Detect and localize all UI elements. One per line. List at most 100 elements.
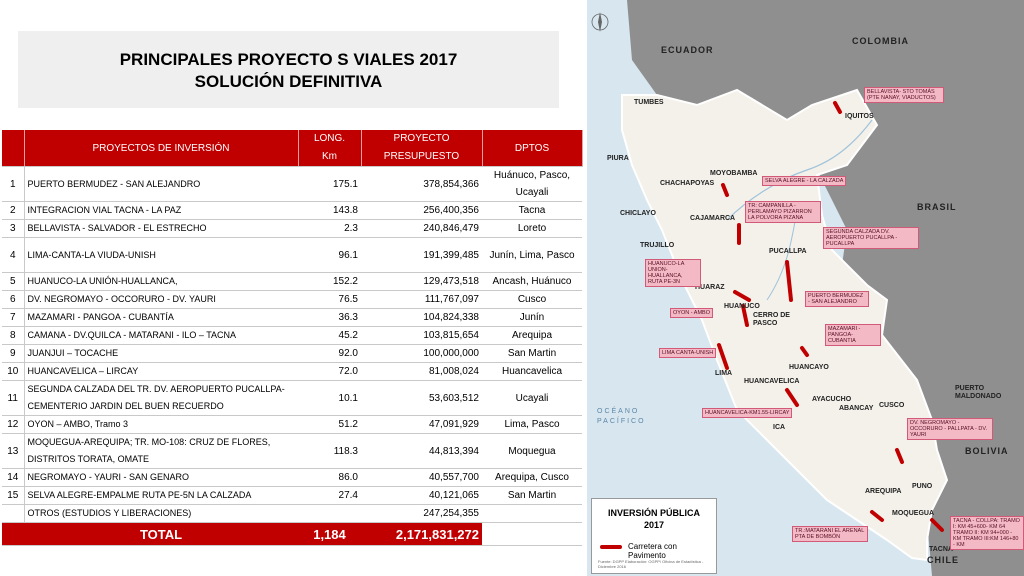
projects-table: PROYECTOS DE INVERSIÓN LONG. Km PROYECTO… [2,130,583,546]
budget: 247,254,355 [361,504,482,523]
road-matarani [870,510,884,522]
road-bellavista [833,101,842,114]
project-name: PUERTO BERMUDEZ - SAN ALEJANDRO [24,166,298,202]
city-cajamarca: CAJAMARCA [690,215,736,222]
header-depts: DPTOS [482,130,583,167]
row-number: 4 [2,237,25,273]
table-row: 15 SELVA ALEGRE-EMPALME RUTA PE-5N LA CAL… [2,486,582,505]
page-title: PRINCIPALES PROYECTO S VIALES 2017 SOLUC… [18,49,559,93]
table-row: 9 JUANJUI – TOCACHE 92.0 100,000,000 San Mar… [2,344,582,363]
road-huancavelica [785,388,799,407]
legend-road-label: Carretera con Pavimento [628,542,677,560]
row-number [2,504,25,523]
table-row: OTROS (ESTUDIOS Y LIBERACIONES) 247,254,3… [2,504,582,523]
table-header-row: PROYECTOS DE INVERSIÓN LONG. Km PROYECTO… [2,130,583,167]
row-number: 11 [2,380,25,416]
city-cusco: CUSCO [879,402,905,409]
row-number: 1 [2,166,25,202]
row-number: 8 [2,326,25,345]
departments: Loreto [482,219,582,238]
table-row: 4 LIMA-CANTA-LA VIUDA-UNISH 96.1 191,399,48… [2,237,582,273]
departments: Tacna [482,201,582,220]
callout-negromayo: DV. NEGROMAYO - OCCORURO - PALLPATA - DV… [907,418,993,440]
city-puno: PUNO [912,483,933,490]
header-length: LONG. Km [298,130,362,167]
length-km: 36.3 [298,308,361,327]
row-number: 2 [2,201,25,220]
total-spacer [482,522,582,546]
table-row: 11 SEGUNDA CALZADA DEL TR. DV. AEROPUERTO… [2,380,582,416]
departments: San Martin [482,344,582,363]
budget: 256,400,356 [361,201,482,220]
project-name: MAZAMARI - PANGOA - CUBANTÍA [24,308,298,327]
road-canta [717,343,729,370]
road-negromayo [895,448,904,464]
total-row: TOTAL 1,184 2,171,831,272 [2,522,582,546]
length-km: 118.3 [298,433,361,469]
row-number: 15 [2,486,25,505]
table-row: 10 HUANCAVELICA – LIRCAY 72.0 81,008,024 Hua… [2,362,582,381]
city-moyobamba: MOYOBAMBA [710,170,758,177]
length-km [298,504,361,523]
callout-mazamari: MAZAMARI - PANGOA- CUBANTIA [825,324,881,346]
road-huanuco [733,290,751,302]
budget: 40,121,065 [361,486,482,505]
callout-huanuco: HUANUCO-LA UNION-HUALLANCA, RUTA PE-3N [645,259,701,287]
project-name: MOQUEGUA-AREQUIPA; TR. MO-108: CRUZ DE F… [24,433,298,469]
project-name: SEGUNDA CALZADA DEL TR. DV. AEROPUERTO P… [24,380,298,416]
city-ayacucho: AYACUCHO [812,396,852,403]
road-bermudez [785,260,793,302]
city-arequipa: AREQUIPA [865,488,902,495]
header-projects: PROYECTOS DE INVERSIÓN [24,130,299,167]
city-puerto-maldonado: PUERTO MALDONADO [955,385,1002,400]
budget: 191,399,485 [361,237,482,273]
city-piura: PIURA [607,155,629,162]
table-row: 13 MOQUEGUA-AREQUIPA; TR. MO-108: CRUZ DE… [2,433,582,469]
project-name: BELLAVISTA - SALVADOR - EL ESTRECHO [24,219,298,238]
project-name: SELVA ALEGRE-EMPALME RUTA PE-5N LA CALZA… [24,486,298,505]
country-bolivia: BOLIVIA [965,446,1009,456]
budget: 47,091,929 [361,415,482,434]
title-box: PRINCIPALES PROYECTO S VIALES 2017 SOLUC… [18,31,559,108]
budget: 81,008,024 [361,362,482,381]
callout-selva-alegre: SELVA ALEGRE - LA CALZADA [762,176,847,186]
budget: 40,557,700 [361,468,482,487]
row-number: 5 [2,272,25,291]
budget: 111,767,097 [361,290,482,309]
city-huancavelica: HUANCAVELICA [744,378,800,385]
map-legend: INVERSIÓN PÚBLICA 2017 Carretera con Pav… [591,498,717,574]
legend-road-swatch [600,545,622,549]
callout-bermudez: PUERTO BERMUDEZ - SAN ALEJANDRO [805,291,869,307]
project-name: LIMA-CANTA-LA VIUDA-UNISH [24,237,298,273]
city-chachapoyas: CHACHAPOYAS [660,180,715,187]
callout-matarani: TR.:MATARANI EL ARENAL PTA DE BOMBÓN [792,526,868,542]
country-chile: CHILE [927,555,959,565]
budget: 129,473,518 [361,272,482,291]
length-km: 72.0 [298,362,361,381]
callout-bellavista: BELLAVISTA- STO TOMÁS (PTE NANAY, VIADUC… [864,87,944,103]
length-km: 45.2 [298,326,361,345]
project-name: NEGROMAYO - YAURI - SAN GENARO [24,468,298,487]
length-km: 143.8 [298,201,361,220]
departments: Junín, Lima, Pasco [482,237,582,273]
row-number: 6 [2,290,25,309]
city-cerro-de-pasco: CERRO DE PASCO [753,312,790,327]
ocean-label-2: PACÍFICO [597,418,646,425]
total-km: 1,184 [298,522,361,546]
departments: Junín [482,308,582,327]
departments: Huánuco, Pasco, Ucayali [482,166,582,202]
road-mazamari [800,346,809,357]
title-line-1: PRINCIPALES PROYECTO S VIALES 2017 [119,50,458,69]
table-row: 6 DV. NEGROMAYO - OCCORURO - DV. YAURI 76.… [2,290,582,309]
peru-map: ECUADOR COLOMBIA BRASIL BOLIVIA CHILE OC… [587,0,1024,576]
project-name: HUANUCO-LA UNIÓN-HUALLANCA, [24,272,298,291]
road-selva-alegre [721,183,729,197]
compass-needle [598,12,602,32]
ocean-label-1: OCÉANO [597,408,640,415]
city-ica: ICA [773,424,786,431]
table-row: 2 INTEGRACION VIAL TACNA - LA PAZ 143.8 256… [2,201,582,220]
table-body: 1 PUERTO BERMUDEZ - SAN ALEJANDRO 175.1 378… [2,166,582,546]
total-label: TOTAL [24,522,298,546]
length-km: 27.4 [298,486,361,505]
departments: Arequipa, Cusco [482,468,582,487]
